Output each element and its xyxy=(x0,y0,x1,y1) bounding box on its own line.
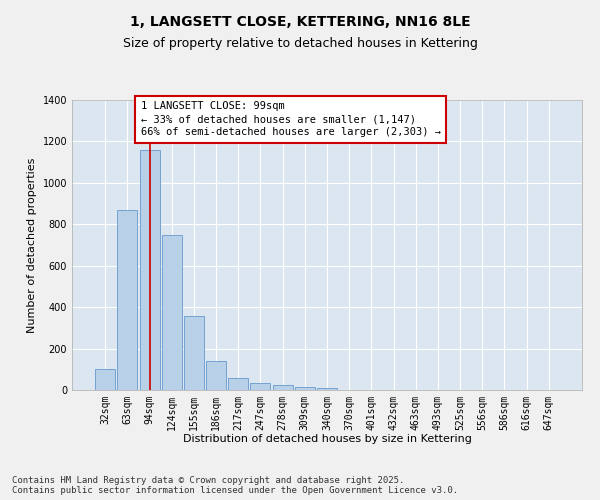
Bar xyxy=(95,370,115,390)
Bar xyxy=(272,385,293,390)
Bar xyxy=(317,388,337,390)
Bar xyxy=(228,378,248,390)
Bar xyxy=(250,383,271,390)
Bar xyxy=(184,316,204,390)
Bar xyxy=(206,361,226,390)
Text: 1, LANGSETT CLOSE, KETTERING, NN16 8LE: 1, LANGSETT CLOSE, KETTERING, NN16 8LE xyxy=(130,15,470,29)
Bar xyxy=(140,150,160,390)
Y-axis label: Number of detached properties: Number of detached properties xyxy=(27,158,37,332)
Bar xyxy=(295,387,315,390)
X-axis label: Distribution of detached houses by size in Kettering: Distribution of detached houses by size … xyxy=(182,434,472,444)
Bar xyxy=(118,210,137,390)
Text: Contains HM Land Registry data © Crown copyright and database right 2025.
Contai: Contains HM Land Registry data © Crown c… xyxy=(12,476,458,495)
Bar xyxy=(162,234,182,390)
Text: Size of property relative to detached houses in Kettering: Size of property relative to detached ho… xyxy=(122,38,478,51)
Text: 1 LANGSETT CLOSE: 99sqm
← 33% of detached houses are smaller (1,147)
66% of semi: 1 LANGSETT CLOSE: 99sqm ← 33% of detache… xyxy=(140,101,440,138)
